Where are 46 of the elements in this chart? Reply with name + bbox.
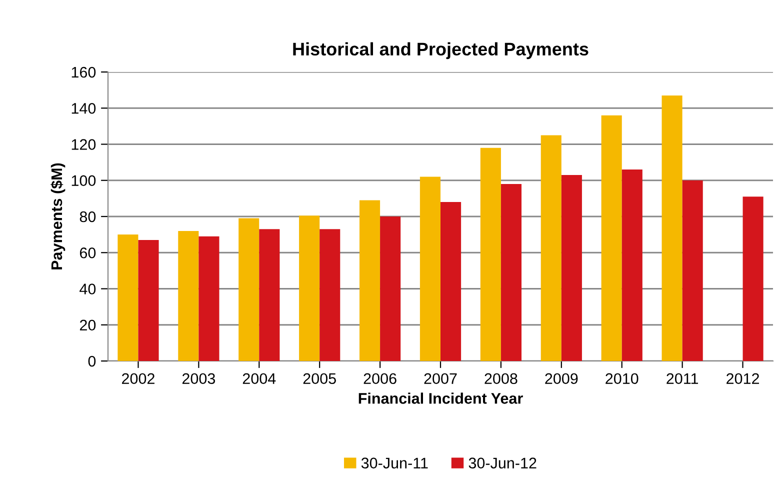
- y-tick-label: 160: [72, 66, 96, 78]
- y-tick-label: 120: [72, 139, 96, 150]
- bar: [601, 115, 622, 361]
- bar: [622, 170, 642, 361]
- x-tick-label: 2009: [545, 373, 578, 384]
- bar: [480, 148, 501, 361]
- bar: [380, 216, 401, 361]
- x-tick-label: 2004: [242, 373, 276, 384]
- bar: [420, 176, 440, 361]
- x-tick-label: 2007: [424, 373, 457, 384]
- x-tick-label: 2002: [122, 373, 154, 384]
- bar: [118, 234, 138, 361]
- bar: [500, 184, 522, 361]
- bar: [540, 135, 562, 361]
- y-axis-title: Payments ($M): [50, 163, 66, 270]
- x-tick-label: 2010: [606, 373, 638, 384]
- y-tick-label: 100: [72, 175, 96, 186]
- chart-title: Historical and Projected Payments: [293, 42, 588, 60]
- bar: [138, 240, 159, 361]
- bar: [440, 202, 462, 361]
- bar: [198, 236, 220, 361]
- x-tick-label: 2011: [666, 373, 698, 384]
- y-tick-label: 0: [88, 356, 96, 367]
- bar: [682, 180, 703, 361]
- x-tick-label: 2005: [303, 373, 336, 384]
- legend-label: 30-Jun-11: [361, 458, 428, 468]
- y-tick-label: 40: [80, 284, 96, 294]
- x-axis-title: Financial Incident Year: [358, 392, 523, 404]
- bar: [742, 196, 764, 361]
- y-tick-label: 20: [80, 320, 96, 331]
- y-tick-label: 60: [80, 247, 96, 258]
- x-tick-label: 2012: [726, 373, 759, 384]
- x-tick-label: 2008: [484, 373, 518, 384]
- x-tick-label: 2006: [364, 373, 396, 384]
- bar: [299, 216, 320, 361]
- bar: [178, 230, 199, 361]
- bar: [238, 218, 260, 361]
- bar: [259, 229, 280, 361]
- y-tick-label: 140: [72, 102, 96, 114]
- bar: [359, 200, 380, 361]
- bar: [561, 174, 582, 361]
- bar: [320, 229, 340, 361]
- x-tick-label: 2003: [182, 373, 216, 384]
- y-tick-label: 80: [80, 211, 96, 222]
- legend-label: 30-Jun-12: [468, 458, 536, 468]
- bar: [662, 95, 682, 361]
